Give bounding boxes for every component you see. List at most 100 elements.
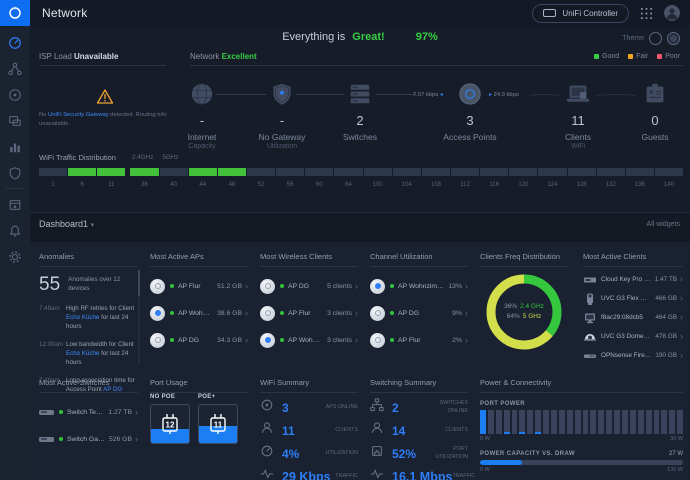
client-name: UVC G3 Flex Haust...	[601, 295, 651, 302]
device-value: 9%	[452, 310, 462, 317]
device-value: 526 GB	[109, 436, 132, 443]
access-point-icon	[457, 81, 483, 107]
network-status: Excellent	[222, 52, 257, 61]
stat-clients[interactable]: 11 Clients WiFi	[540, 80, 616, 150]
client-link[interactable]: Echo Küche	[66, 350, 99, 357]
list-item[interactable]: AP Flur 2% ›	[370, 332, 468, 348]
access-point-icon	[150, 306, 165, 321]
sidebar-dashboard-icon[interactable]	[8, 36, 22, 50]
topology-tree-icon	[370, 398, 384, 412]
sidebar-archive-icon[interactable]	[8, 198, 22, 212]
anomaly-item[interactable]: 7:48am High RF retries for Client Echo K…	[39, 305, 138, 332]
widget-most-wireless-clients: Most Wireless Clients AP DG 5 clients › …	[260, 252, 358, 348]
channel-segment	[189, 168, 217, 176]
apps-grid-icon[interactable]	[640, 7, 653, 20]
axis-min-label: 0 W	[480, 467, 490, 473]
list-item[interactable]: UVC G3 Flex Haust... 466 GB ›	[583, 292, 683, 305]
port-power-bar	[519, 410, 525, 434]
chevron-right-icon: ›	[680, 313, 683, 322]
list-item[interactable]: AP Flur 3 clients ›	[260, 305, 358, 321]
wifi-channel-strip	[39, 168, 683, 176]
anomaly-item[interactable]: 12:00am Low bandwidth for Client Echo Kü…	[39, 341, 138, 368]
sidebar-insights-icon[interactable]	[8, 166, 22, 180]
port-power-bar	[606, 410, 612, 434]
stat-internet[interactable]: - Internet Capacity	[164, 80, 240, 150]
port-power-bar	[661, 410, 667, 434]
summary-label: CLIENTS	[335, 427, 358, 434]
status-dot	[390, 284, 394, 288]
channel-tick-label: 1	[39, 182, 67, 188]
summary-value: 29 Kbps	[282, 470, 331, 480]
sidebar-clients-icon[interactable]	[8, 114, 22, 128]
channel-segment	[568, 168, 596, 176]
theme-dark-toggle[interactable]	[649, 32, 662, 45]
port-group-label: POE+	[198, 394, 236, 400]
firewall-appliance-icon	[583, 349, 597, 363]
stat-gateway[interactable]: - No Gateway Utilization	[244, 80, 320, 150]
list-item[interactable]: f8ac29:08dcb5 464 GB ›	[583, 311, 683, 324]
stat-sublabel: WiFi	[540, 143, 616, 150]
unifi-controller-button[interactable]: UniFi Controller	[532, 4, 629, 23]
axis-max-label: 30 W	[670, 436, 683, 442]
dashboard-selector[interactable]: Dashboard1 ▾	[39, 219, 94, 229]
sidebar-notifications-icon[interactable]	[8, 224, 22, 238]
stat-access-points[interactable]: 3 Access Points	[432, 80, 508, 143]
chevron-right-icon: ›	[465, 309, 468, 318]
anomaly-time: 7:48am	[39, 305, 66, 332]
summary-label: SWITCHES ONLINE	[426, 400, 468, 414]
status-dot	[59, 410, 63, 414]
list-item[interactable]: AP DG 9% ›	[370, 305, 468, 321]
port-power-bar	[654, 410, 660, 434]
list-item[interactable]: AP Wohnzimme... 3 clients ›	[260, 332, 358, 348]
list-item[interactable]: Cloud Key Pro Gen2 1.47 TB ›	[583, 273, 683, 286]
scrollbar-thumb[interactable]	[138, 270, 140, 296]
access-point-icon	[260, 333, 275, 348]
theme-label: Theme	[622, 35, 644, 42]
list-item[interactable]: AP DG 5 clients ›	[260, 278, 358, 294]
scrollbar-track[interactable]	[138, 270, 140, 364]
list-item[interactable]: Switch Technik... 1.27 TB ›	[39, 404, 138, 420]
switch-icon	[39, 437, 54, 442]
list-item[interactable]: AP Flur 51.2 GB ›	[150, 278, 248, 294]
unifi-logo-icon	[7, 5, 23, 21]
chevron-right-icon: ›	[135, 408, 138, 417]
access-point-icon	[150, 333, 165, 348]
client-value: 190 GB	[655, 352, 677, 359]
port-power-label: PORT POWER	[480, 401, 683, 407]
axis-min-label: 0 W	[480, 436, 490, 442]
status-dot	[59, 437, 63, 441]
sidebar-statistics-icon[interactable]	[8, 140, 22, 154]
power-capacity-label: POWER CAPACITY VS. DRAW	[480, 451, 575, 457]
list-item[interactable]: AP Wohnzimmer 13% ›	[370, 278, 468, 294]
stat-guests[interactable]: 0 Guests	[617, 80, 690, 143]
stat-value: 2	[322, 113, 398, 128]
stat-label: Guests	[617, 132, 690, 142]
stat-label: Clients	[540, 132, 616, 142]
list-item[interactable]: Switch Garage 526 GB ›	[39, 431, 138, 447]
theme-light-toggle[interactable]	[667, 32, 680, 45]
channel-segment	[218, 168, 246, 176]
stat-sublabel: Capacity	[164, 143, 240, 150]
sidebar-settings-icon[interactable]	[8, 250, 22, 264]
port-count: 11	[214, 421, 223, 430]
client-link[interactable]: Echo Küche	[66, 314, 99, 321]
security-gateway-link[interactable]: UniFi Security Gateway	[48, 112, 109, 118]
list-item[interactable]: OPNsense Firewall 190 GB ›	[583, 349, 683, 362]
client-person-icon	[370, 421, 384, 435]
all-widgets-link[interactable]: All widgets	[647, 221, 680, 228]
channel-tick-label: 56	[276, 182, 304, 188]
summary-value: 2	[392, 401, 399, 415]
sidebar-divider	[6, 188, 24, 189]
list-item[interactable]: AP DG 34.3 GB ›	[150, 332, 248, 348]
stat-switches[interactable]: 2 Switches	[322, 80, 398, 143]
list-item[interactable]: AP Wohnzimmer 38.6 GB ›	[150, 305, 248, 321]
port-count: 12	[166, 421, 175, 430]
channel-tick-label: 128	[568, 182, 596, 188]
list-item[interactable]: UVC G3 Dome Eint... 478 GB ›	[583, 330, 683, 343]
sidebar-topology-icon[interactable]	[8, 62, 22, 76]
summary-value: 11	[282, 424, 295, 438]
sidebar-devices-icon[interactable]	[8, 88, 22, 102]
user-avatar[interactable]	[664, 5, 680, 21]
chevron-right-icon: ›	[355, 309, 358, 318]
unifi-logo[interactable]	[0, 0, 30, 26]
